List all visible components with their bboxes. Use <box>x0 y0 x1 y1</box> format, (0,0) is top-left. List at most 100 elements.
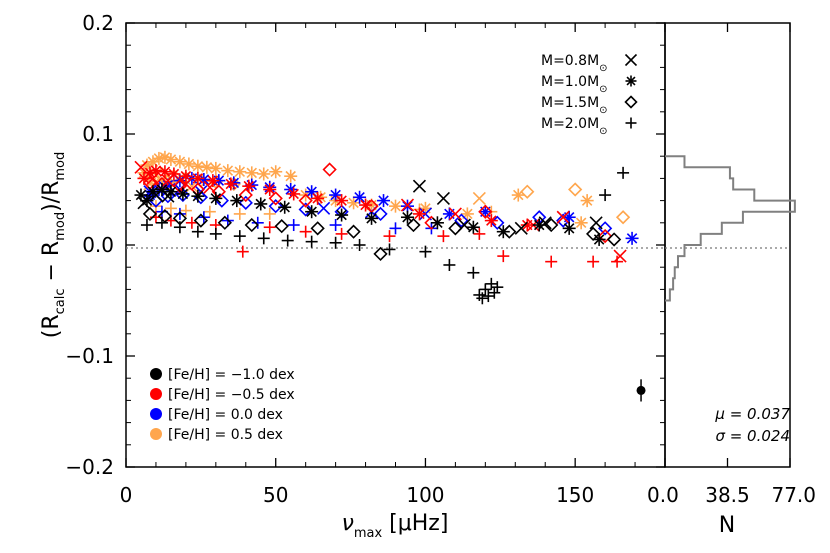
stat-sigma: σ = 0.024 <box>715 427 790 445</box>
data-point <box>191 189 205 203</box>
data-point <box>586 226 601 242</box>
histogram-x-ticks: 0.0 38.5 77.0 <box>647 23 816 507</box>
data-point <box>606 232 622 247</box>
histogram-panel: 0.0 38.5 77.0 N μ = 0.037 σ = 0.024 <box>647 22 816 538</box>
metallicity-legend: [Fe/H] = −1.0 dex [Fe/H] = −0.5 dex [Fe/… <box>150 367 295 443</box>
data-point <box>473 288 486 301</box>
data-point <box>383 243 396 256</box>
data-point <box>556 210 570 224</box>
mass-legend-entry: M=0.8M⊙ <box>541 53 638 74</box>
data-point <box>478 204 493 219</box>
x-tick-label: 100 <box>406 483 444 507</box>
data-point <box>233 230 246 243</box>
data-point <box>448 207 462 221</box>
data-point <box>353 239 366 251</box>
data-point <box>430 216 444 230</box>
data-point <box>158 150 172 164</box>
data-point <box>482 290 495 303</box>
data-point <box>587 255 600 268</box>
data-point <box>389 199 402 213</box>
y-axis-ticks: −0.2 −0.1 0.0 0.1 0.2 <box>65 11 665 479</box>
data-point <box>217 215 232 230</box>
data-point <box>485 277 498 290</box>
legend-marker <box>625 75 637 87</box>
legend-label-feh-m05: [Fe/H] = −0.5 dex <box>168 387 295 403</box>
data-point <box>412 179 427 193</box>
data-point <box>160 189 176 204</box>
data-point <box>460 207 474 221</box>
x-axis-ticks: 0 50 100 150 <box>120 23 636 507</box>
data-point <box>615 210 631 225</box>
data-point <box>597 228 613 244</box>
data-point <box>254 197 268 211</box>
data-point <box>269 165 283 179</box>
data-point <box>142 206 158 222</box>
data-point <box>268 199 283 214</box>
data-point <box>488 286 501 299</box>
data-point <box>454 213 469 228</box>
data-point <box>152 151 166 165</box>
data-point <box>443 258 456 271</box>
data-point <box>335 227 348 240</box>
histogram-outline <box>665 155 796 302</box>
data-point <box>257 167 271 181</box>
data-point <box>238 195 253 210</box>
data-point <box>158 165 172 179</box>
data-point <box>176 187 190 201</box>
data-point <box>484 214 498 228</box>
data-point <box>373 246 388 262</box>
data-point <box>412 207 426 221</box>
data-point <box>233 165 247 179</box>
x-tick-label: 50 <box>263 483 288 507</box>
y-tick-label: 0.1 <box>82 122 114 146</box>
data-point <box>155 216 168 229</box>
legend-dot-feh-m1 <box>150 368 162 380</box>
data-point <box>467 266 480 279</box>
data-point <box>329 236 342 249</box>
mass-legend-plus-marker <box>625 117 637 129</box>
data-point <box>472 191 486 205</box>
data-point <box>329 219 342 232</box>
data-point <box>173 221 186 234</box>
y-tick-label: 0.0 <box>82 233 114 257</box>
legend-marker <box>625 117 637 129</box>
data-point <box>164 202 177 215</box>
data-point <box>580 194 594 208</box>
data-point <box>298 202 313 217</box>
data-point <box>335 194 349 208</box>
data-point <box>257 232 270 245</box>
data-point <box>545 255 558 268</box>
data-point <box>278 200 292 214</box>
data-point <box>191 171 205 185</box>
legend-dot-feh-p05 <box>150 428 162 440</box>
data-point <box>322 162 337 177</box>
y-tick-label: −0.2 <box>65 455 114 479</box>
data-point <box>448 221 463 236</box>
data-point <box>251 216 264 229</box>
data-point <box>298 193 313 208</box>
data-point <box>209 161 223 175</box>
data-point <box>502 224 517 239</box>
data-point <box>287 219 300 232</box>
mass-legend-x-marker <box>624 53 638 67</box>
data-point <box>236 245 249 258</box>
data-point <box>442 207 456 221</box>
data-point <box>532 218 546 232</box>
data-point <box>173 207 186 220</box>
data-point <box>335 208 349 222</box>
x-axis-label: νmax [μHz] <box>342 511 449 541</box>
hist-tick-label: 77.0 <box>771 483 816 507</box>
data-point <box>437 230 450 243</box>
data-point <box>383 230 396 243</box>
data-points <box>134 150 639 305</box>
data-point <box>597 221 613 236</box>
data-point <box>244 217 259 233</box>
data-point <box>514 221 528 235</box>
mass-legend-label: M=1.0M⊙ <box>541 74 608 95</box>
hist-tick-label: 38.5 <box>705 483 750 507</box>
data-point <box>191 225 204 238</box>
data-point <box>175 187 191 203</box>
data-point <box>400 210 414 224</box>
data-point <box>497 250 510 263</box>
data-point <box>419 245 432 258</box>
